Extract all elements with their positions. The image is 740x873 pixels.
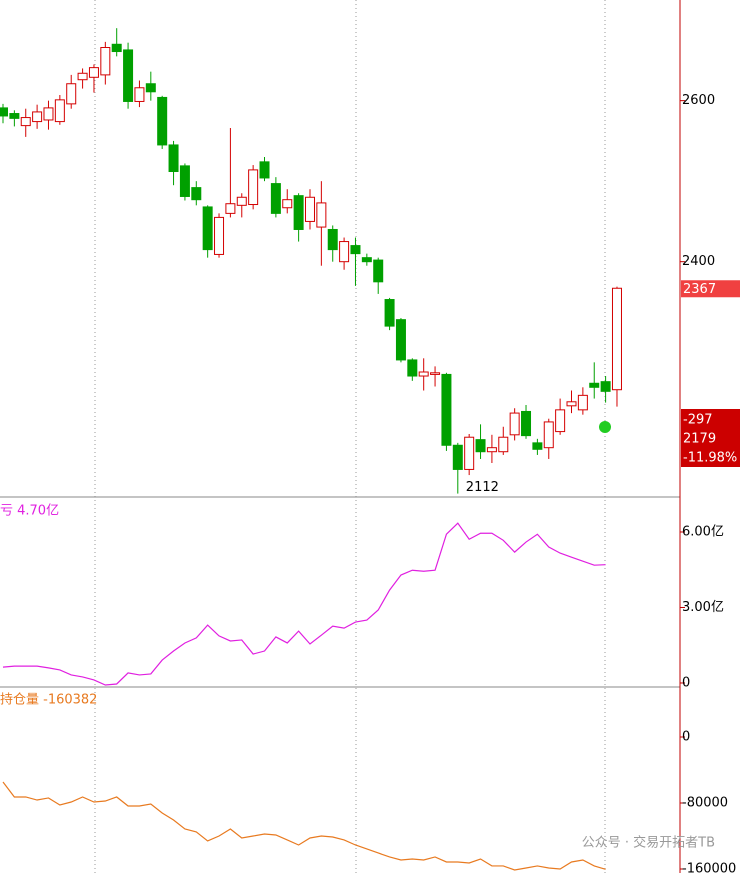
candle-body	[134, 87, 145, 102]
candle-body	[248, 169, 259, 206]
candle-body	[259, 161, 270, 179]
candle-body	[577, 394, 588, 411]
candle-body	[452, 444, 463, 470]
candle-body	[384, 299, 395, 327]
candle-body	[521, 410, 532, 437]
candle-body	[532, 442, 543, 450]
candle-body	[498, 436, 509, 453]
y-tick-label: 0	[682, 675, 690, 690]
candle-body	[214, 216, 225, 255]
candle-body	[373, 259, 384, 283]
info-text: -11.98%	[683, 451, 737, 466]
candle-body	[361, 257, 372, 263]
candle-body	[316, 202, 327, 228]
candle-body	[9, 113, 20, 119]
candle-body	[486, 447, 497, 453]
candle-body	[589, 382, 600, 388]
last-price-box	[681, 280, 740, 298]
candle-body	[430, 372, 441, 375]
candle-body	[88, 67, 99, 78]
y-tick-label: 3.00亿	[682, 600, 724, 615]
watermark: 公众号 · 交易开拓者TB	[582, 835, 715, 851]
smiley-icon	[599, 421, 611, 433]
candle-body	[555, 409, 566, 433]
y-tick-label: -160000	[682, 861, 736, 873]
candle-body	[54, 99, 65, 123]
candle-body	[407, 359, 418, 377]
y-tick-label: -80000	[682, 795, 728, 810]
y-tick-label: 2400	[682, 254, 715, 269]
candle-body	[202, 206, 213, 251]
candle-body	[100, 47, 111, 76]
candle-body	[123, 49, 134, 102]
info-text: 2179	[683, 432, 716, 447]
candle-body	[236, 196, 247, 206]
candle-body	[32, 111, 43, 123]
candle-body	[0, 107, 8, 117]
candle-body	[611, 287, 622, 391]
candle-body	[225, 203, 236, 214]
low-label: 2112	[466, 480, 499, 495]
y-tick-label: 0	[682, 729, 690, 744]
y-tick-label: 2600	[682, 93, 715, 108]
candle-body	[327, 228, 338, 251]
candle-body	[304, 196, 315, 222]
candle-body	[43, 107, 54, 121]
candle-body	[293, 195, 304, 230]
candle-body	[475, 439, 486, 453]
candle-body	[179, 165, 190, 197]
candle-body	[339, 241, 350, 263]
candle-body	[441, 373, 452, 446]
candle-body	[566, 401, 577, 407]
candle-body	[145, 83, 156, 93]
candle-body	[66, 83, 77, 105]
candle-body	[77, 72, 88, 81]
candle-body	[350, 245, 361, 255]
candle-body	[168, 144, 179, 173]
candle-body	[111, 43, 122, 53]
candle-body	[418, 371, 429, 377]
candle-body	[191, 187, 202, 201]
candle-body	[20, 117, 31, 127]
panel-title: 亏 4.70亿	[0, 504, 59, 519]
candle-body	[270, 183, 281, 214]
info-text: -297	[683, 413, 713, 428]
y-tick-label: 6.00亿	[682, 524, 724, 539]
candle-body	[464, 436, 475, 470]
info-box	[681, 409, 740, 467]
panel-title: 持仓量 -160382	[0, 693, 97, 708]
line	[2, 522, 606, 686]
candle-body	[600, 381, 611, 392]
last-price-label: 2367	[683, 282, 716, 297]
candle-body	[543, 421, 554, 449]
candle-body	[282, 199, 293, 209]
candle-body	[157, 96, 168, 146]
candle-body	[509, 412, 520, 436]
candle-body	[395, 319, 406, 361]
line	[2, 781, 606, 871]
